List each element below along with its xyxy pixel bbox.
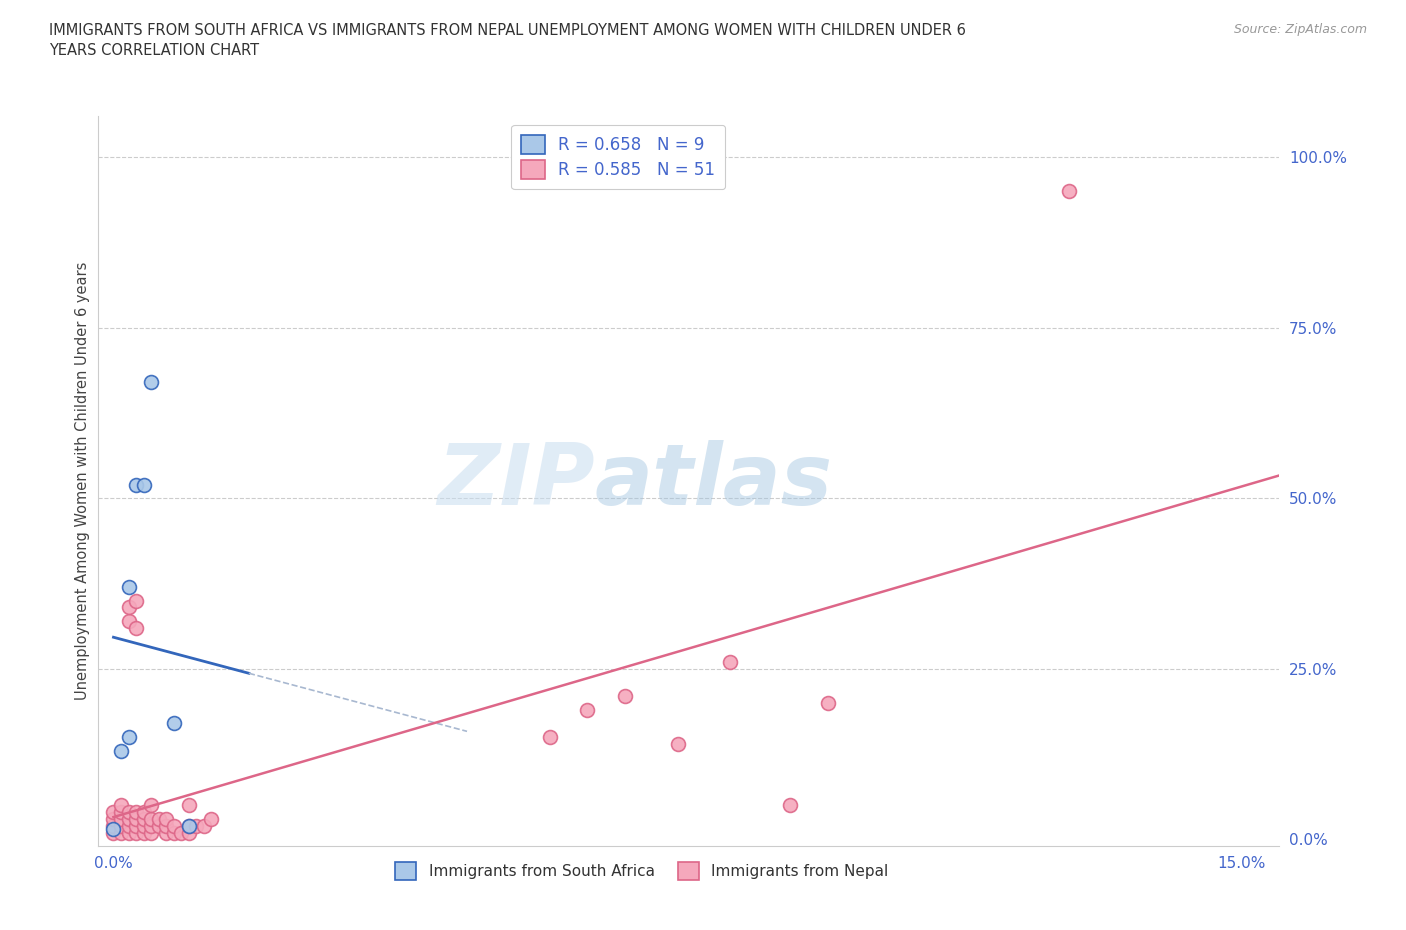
Point xyxy=(163,825,186,840)
Legend: Immigrants from South Africa, Immigrants from Nepal: Immigrants from South Africa, Immigrants… xyxy=(389,857,894,886)
Point xyxy=(163,818,186,833)
Point xyxy=(125,812,148,827)
Text: ZIP: ZIP xyxy=(437,440,595,523)
Point xyxy=(139,818,162,833)
Point xyxy=(110,743,132,758)
Point xyxy=(132,825,155,840)
Point xyxy=(186,818,208,833)
Point xyxy=(817,696,839,711)
Point xyxy=(148,812,170,827)
Point xyxy=(125,818,148,833)
Point xyxy=(103,822,125,837)
Point xyxy=(117,614,139,629)
Point xyxy=(125,804,148,819)
Point xyxy=(177,798,200,813)
Point xyxy=(139,375,162,390)
Point xyxy=(155,825,177,840)
Text: atlas: atlas xyxy=(595,440,832,523)
Point xyxy=(177,818,200,833)
Point xyxy=(139,798,162,813)
Point xyxy=(177,825,200,840)
Point xyxy=(200,812,222,827)
Point xyxy=(125,620,148,635)
Point xyxy=(132,812,155,827)
Point xyxy=(148,818,170,833)
Point xyxy=(117,818,139,833)
Point xyxy=(139,812,162,827)
Point xyxy=(132,477,155,492)
Point xyxy=(125,477,148,492)
Point xyxy=(1057,184,1080,199)
Point xyxy=(117,600,139,615)
Point xyxy=(538,730,561,745)
Point xyxy=(103,812,125,827)
Point xyxy=(718,655,741,670)
Point xyxy=(132,804,155,819)
Point xyxy=(103,825,125,840)
Point xyxy=(170,825,193,840)
Point xyxy=(117,812,139,827)
Point xyxy=(110,818,132,833)
Point xyxy=(614,689,637,704)
Point xyxy=(103,818,125,833)
Text: Source: ZipAtlas.com: Source: ZipAtlas.com xyxy=(1233,23,1367,36)
Point xyxy=(139,825,162,840)
Text: IMMIGRANTS FROM SOUTH AFRICA VS IMMIGRANTS FROM NEPAL UNEMPLOYMENT AMONG WOMEN W: IMMIGRANTS FROM SOUTH AFRICA VS IMMIGRAN… xyxy=(49,23,966,58)
Point xyxy=(155,818,177,833)
Point xyxy=(193,818,215,833)
Point xyxy=(666,737,689,751)
Point xyxy=(155,812,177,827)
Point xyxy=(103,804,125,819)
Point xyxy=(117,825,139,840)
Point xyxy=(163,716,186,731)
Point xyxy=(117,804,139,819)
Y-axis label: Unemployment Among Women with Children Under 6 years: Unemployment Among Women with Children U… xyxy=(75,262,90,700)
Point xyxy=(117,730,139,745)
Point xyxy=(125,825,148,840)
Point xyxy=(132,818,155,833)
Point xyxy=(576,702,599,717)
Point xyxy=(110,812,132,827)
Point xyxy=(779,798,801,813)
Point xyxy=(177,818,200,833)
Point xyxy=(125,593,148,608)
Point xyxy=(110,825,132,840)
Point xyxy=(110,798,132,813)
Point xyxy=(110,804,132,819)
Point xyxy=(117,579,139,594)
